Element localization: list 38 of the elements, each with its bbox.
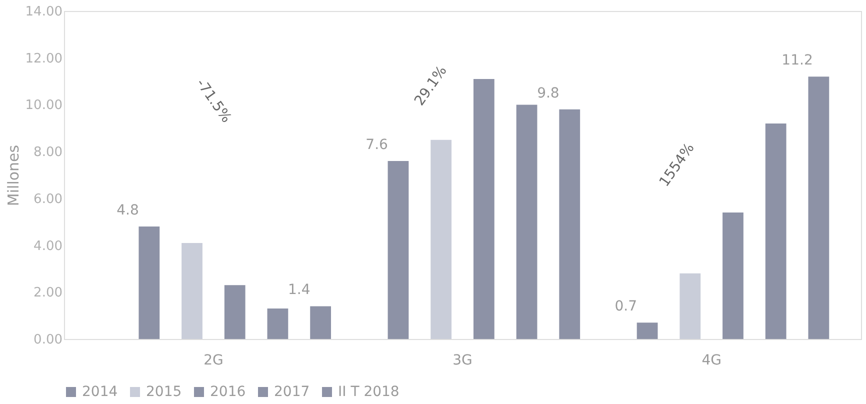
x-tick-label: 2G — [204, 352, 224, 368]
y-tick-label: 14.00 — [25, 4, 62, 20]
bar — [138, 226, 160, 339]
x-tick-label: 3G — [452, 352, 472, 368]
y-axis-title: Millones — [4, 144, 22, 206]
data-label: 0.7 — [614, 298, 637, 315]
bar — [388, 160, 409, 339]
y-tick-label: 4.00 — [34, 238, 62, 254]
data-label: 1.4 — [288, 282, 310, 298]
bar — [516, 104, 538, 339]
legend-label: 2017 — [274, 384, 310, 400]
bar — [267, 308, 288, 339]
bar — [430, 140, 452, 339]
legend-label: 2014 — [82, 384, 118, 400]
data-label: 4.8 — [116, 202, 139, 219]
y-tick-label: 10.00 — [25, 98, 62, 114]
bar — [636, 322, 658, 339]
bar — [224, 285, 246, 339]
y-tick-label: 6.00 — [34, 192, 62, 207]
legend-label: 2016 — [210, 384, 246, 400]
legend-label: 2015 — [146, 384, 182, 400]
x-tick-label: 4G — [702, 352, 722, 368]
y-tick-label: 12.00 — [25, 51, 62, 66]
bar — [722, 212, 744, 339]
data-label: 9.8 — [537, 85, 560, 102]
bar — [680, 273, 701, 339]
bar — [182, 242, 202, 339]
bar — [765, 123, 786, 339]
data-label: 7.6 — [366, 136, 388, 153]
y-tick-label: 0.00 — [34, 332, 62, 348]
legend-label: II T 2018 — [338, 384, 400, 400]
bar — [310, 306, 332, 339]
data-label: 11.2 — [782, 52, 813, 69]
y-tick-label: 2.00 — [34, 286, 62, 301]
bar — [473, 78, 494, 339]
y-tick-label: 8.00 — [34, 145, 62, 160]
bar — [808, 76, 830, 339]
bar — [559, 109, 580, 339]
